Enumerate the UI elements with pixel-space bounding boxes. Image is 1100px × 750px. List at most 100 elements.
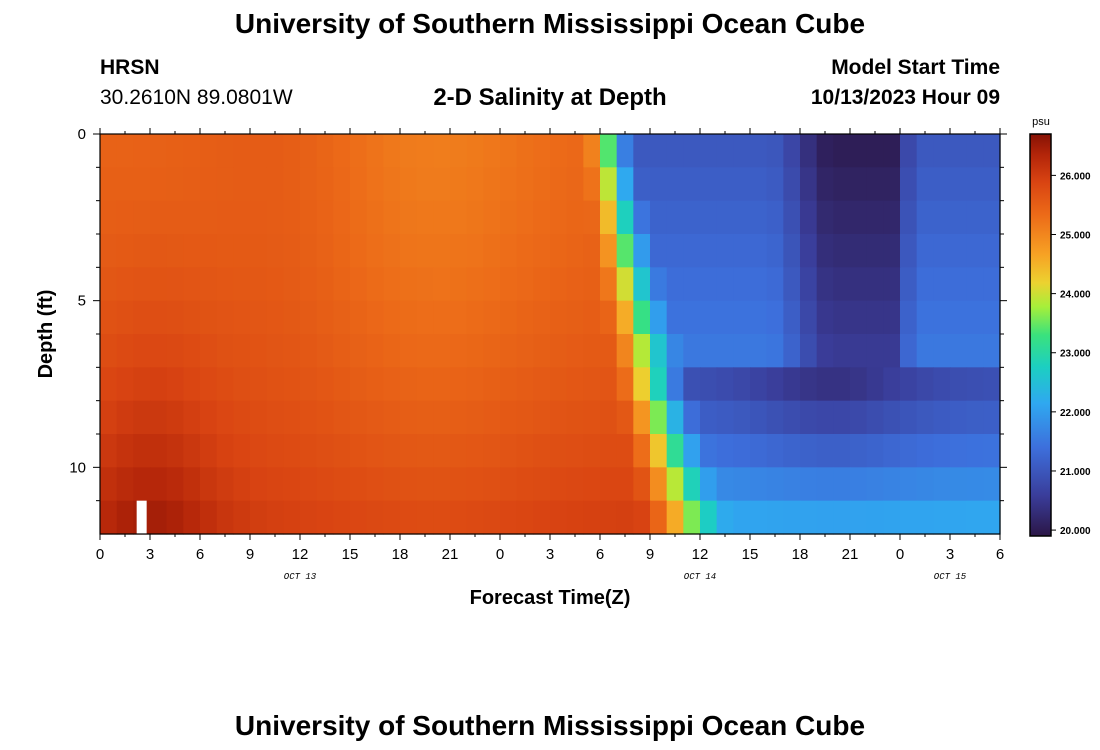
heatmap-cell: [233, 500, 251, 535]
heatmap-cell: [300, 134, 318, 168]
heatmap-cell: [633, 400, 651, 435]
heatmap-cell: [750, 434, 768, 468]
x-tick-label: 3: [546, 546, 554, 563]
heatmap-cell: [733, 500, 751, 535]
heatmap-cell: [416, 134, 434, 168]
heatmap-cell: [600, 200, 618, 235]
heatmap-cell: [400, 500, 418, 535]
heatmap-cell: [533, 334, 551, 368]
heatmap-cell: [833, 167, 851, 202]
heatmap-cell: [933, 134, 951, 168]
heatmap-cell: [650, 334, 668, 368]
heatmap-cell: [516, 234, 534, 268]
heatmap-cell: [966, 500, 984, 535]
heatmap-cell: [383, 400, 401, 435]
heatmap-cell: [316, 267, 334, 302]
heatmap-cell: [183, 467, 201, 502]
model-start-label: Model Start Time: [831, 56, 1000, 79]
heatmap-cell: [700, 434, 718, 468]
heatmap-cell: [750, 267, 768, 302]
heatmap-cell: [250, 400, 268, 435]
heatmap-cell: [450, 300, 468, 335]
heatmap-cell: [300, 367, 318, 402]
heatmap-cell: [416, 267, 434, 302]
heatmap-cell: [883, 500, 901, 535]
heatmap-cell: [833, 234, 851, 268]
heatmap-cell: [200, 367, 218, 402]
x-tick-label: 0: [96, 546, 104, 563]
heatmap-cell: [300, 400, 318, 435]
heatmap-cell: [733, 300, 751, 335]
heatmap-cell: [466, 167, 484, 202]
heatmap-cell: [116, 167, 134, 202]
heatmap-cell: [816, 167, 834, 202]
heatmap-cell: [150, 234, 168, 268]
heatmap-cell: [850, 134, 868, 168]
heatmap-cell: [950, 134, 968, 168]
heatmap-cell: [300, 300, 318, 335]
heatmap-cell: [716, 167, 734, 202]
heatmap-cell: [166, 367, 184, 402]
footer-title: University of Southern Mississippi Ocean…: [234, 710, 866, 741]
heatmap-cell: [883, 234, 901, 268]
heatmap-cell: [283, 367, 301, 402]
x-tick-label: 6: [196, 546, 204, 563]
heatmap-cell: [950, 234, 968, 268]
heatmap-cell: [216, 434, 234, 468]
heatmap-cell: [416, 234, 434, 268]
heatmap-cell: [666, 200, 684, 235]
heatmap-cell: [133, 267, 151, 302]
heatmap-cell: [650, 467, 668, 502]
heatmap-cell: [600, 134, 618, 168]
heatmap-cell: [450, 167, 468, 202]
heatmap-cell: [333, 300, 351, 335]
heatmap-cell: [233, 367, 251, 402]
heatmap-cell: [650, 267, 668, 302]
heatmap-cell: [166, 434, 184, 468]
heatmap-cell: [300, 167, 318, 202]
heatmap-cell: [500, 300, 518, 335]
heatmap-cell: [450, 234, 468, 268]
heatmap-cell: [466, 400, 484, 435]
heatmap-cell: [200, 500, 218, 535]
heatmap-cell: [666, 334, 684, 368]
heatmap-cell: [816, 300, 834, 335]
heatmap-cell: [150, 134, 168, 168]
heatmap-cell: [533, 234, 551, 268]
heatmap-cell: [116, 300, 134, 335]
heatmap-cell: [900, 467, 918, 502]
heatmap-cell: [716, 467, 734, 502]
heatmap-cell: [533, 367, 551, 402]
heatmap-cell: [616, 367, 634, 402]
heatmap-cell: [116, 434, 134, 468]
heatmap-cell: [133, 134, 151, 168]
heatmap-cell: [750, 234, 768, 268]
heatmap-cell: [550, 334, 568, 368]
heatmap-cell: [433, 400, 451, 435]
heatmap-cell: [700, 334, 718, 368]
heatmap-cell: [833, 267, 851, 302]
heatmap-cell: [966, 434, 984, 468]
heatmap-cell: [616, 500, 634, 535]
heatmap-cell: [866, 300, 884, 335]
heatmap-cell: [416, 434, 434, 468]
heatmap-cell: [366, 467, 384, 502]
heatmap-cell: [133, 300, 151, 335]
heatmap-cell: [250, 367, 268, 402]
heatmap-cell: [250, 434, 268, 468]
heatmap-cell: [933, 200, 951, 235]
heatmap-cell: [716, 267, 734, 302]
heatmap-cell: [600, 434, 618, 468]
heatmap-cell: [216, 200, 234, 235]
heatmap-cell: [316, 200, 334, 235]
heatmap-cell: [900, 400, 918, 435]
heatmap-cell: [216, 267, 234, 302]
heatmap-cell: [816, 367, 834, 402]
heatmap-cell: [466, 234, 484, 268]
heatmap-cell: [400, 434, 418, 468]
heatmap-cell: [233, 134, 251, 168]
heatmap-cell: [866, 400, 884, 435]
heatmap-cell: [783, 434, 801, 468]
heatmap-cell: [616, 200, 634, 235]
heatmap-cell: [333, 134, 351, 168]
